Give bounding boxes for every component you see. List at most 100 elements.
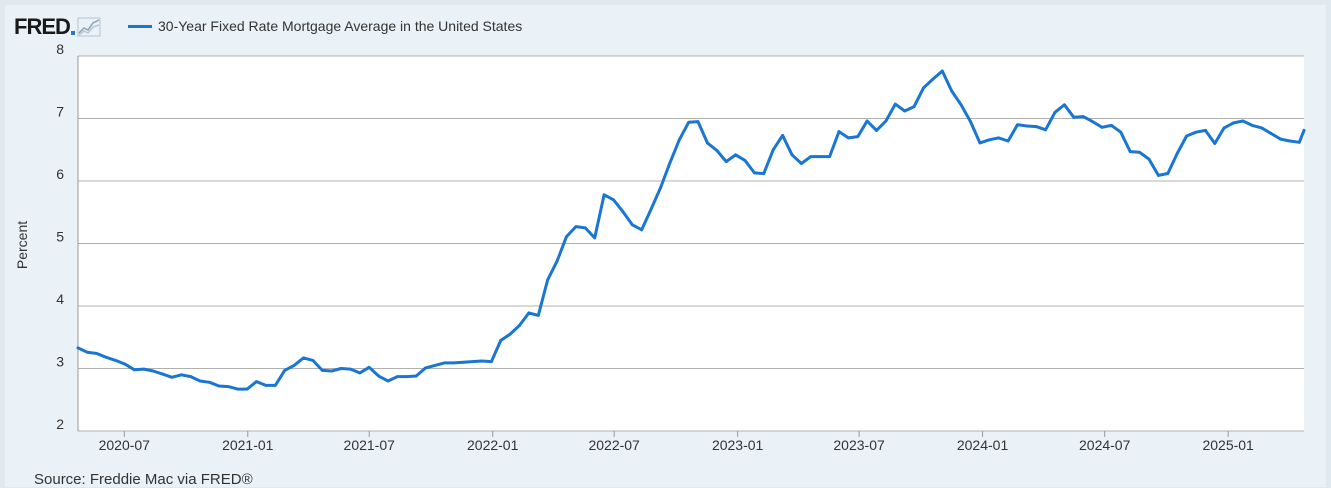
- data-point: [800, 162, 803, 165]
- data-point: [518, 324, 521, 327]
- data-point: [217, 384, 221, 388]
- data-point: [283, 369, 287, 372]
- data-point: [405, 375, 409, 378]
- series-line: [76, 69, 1306, 391]
- data-point: [753, 171, 756, 175]
- data-point: [959, 103, 963, 107]
- data-point: [208, 380, 211, 384]
- data-point: [161, 372, 165, 376]
- data-point: [649, 207, 653, 211]
- data-point: [151, 369, 155, 373]
- data-point: [687, 120, 691, 124]
- data-point: [837, 130, 841, 134]
- data-point: [847, 136, 850, 140]
- data-point: [987, 138, 991, 142]
- y-tick-label: 4: [56, 291, 64, 307]
- data-point: [1222, 126, 1226, 130]
- data-point: [508, 332, 512, 336]
- data-point: [828, 155, 831, 159]
- data-point: [790, 153, 794, 157]
- data-point: [940, 69, 944, 73]
- data-point: [236, 387, 240, 391]
- data-point: [1138, 150, 1141, 154]
- legend-swatch: [128, 24, 152, 28]
- data-point: [931, 77, 935, 81]
- data-point: [1147, 157, 1151, 161]
- data-point: [743, 159, 747, 162]
- fred-logo[interactable]: FRED: [14, 14, 101, 40]
- y-tick-label: 6: [56, 166, 64, 182]
- data-point: [1072, 115, 1076, 119]
- data-point: [621, 210, 625, 214]
- data-point: [179, 373, 183, 377]
- data-point: [612, 198, 615, 202]
- data-point: [1250, 124, 1254, 127]
- data-point: [255, 380, 258, 383]
- data-point: [1232, 121, 1235, 125]
- data-point: [443, 361, 446, 365]
- data-point: [1204, 129, 1207, 132]
- data-point: [912, 105, 916, 108]
- data-point: [1110, 124, 1113, 127]
- data-point: [696, 120, 700, 123]
- data-point: [245, 387, 249, 391]
- x-tick-label: 2020-07: [99, 437, 151, 453]
- data-point: [884, 119, 888, 123]
- data-point: [1302, 129, 1306, 132]
- data-point: [480, 359, 484, 363]
- data-point: [724, 160, 728, 164]
- data-point: [1119, 130, 1123, 134]
- data-point: [433, 364, 437, 367]
- data-point: [950, 89, 954, 93]
- data-point: [273, 384, 277, 387]
- data-point: [978, 141, 982, 145]
- data-point: [424, 366, 427, 370]
- data-point: [1044, 128, 1047, 132]
- data-point: [640, 228, 644, 232]
- data-point: [969, 120, 972, 123]
- y-tick-label: 3: [56, 354, 64, 370]
- data-point: [95, 352, 99, 355]
- data-point: [76, 346, 80, 350]
- data-point: [875, 129, 878, 132]
- x-tick-label: 2022-01: [467, 437, 519, 453]
- legend[interactable]: 30-Year Fixed Rate Mortgage Average in t…: [128, 18, 522, 34]
- x-tick-label: 2023-01: [712, 437, 764, 453]
- data-point: [86, 350, 89, 354]
- x-tick-label: 2024-07: [1079, 437, 1131, 453]
- y-tick-label: 7: [56, 104, 64, 120]
- data-point: [903, 109, 907, 113]
- data-point: [1053, 110, 1057, 114]
- legend-label: 30-Year Fixed Rate Mortgage Average in t…: [158, 18, 523, 34]
- data-point: [377, 374, 380, 378]
- data-point: [499, 339, 503, 342]
- data-point: [771, 148, 775, 152]
- data-point: [1128, 150, 1132, 154]
- y-tick-label: 5: [56, 229, 64, 245]
- source-note: Source: Freddie Mac via FRED®: [34, 471, 253, 488]
- data-point: [997, 136, 1001, 140]
- data-point: [1213, 142, 1217, 145]
- data-point: [893, 102, 897, 106]
- data-point: [668, 161, 672, 165]
- x-tick-label: 2021-01: [222, 437, 274, 453]
- data-point: [1166, 172, 1170, 175]
- data-point: [123, 362, 127, 366]
- data-point: [574, 225, 578, 229]
- data-point: [1288, 139, 1292, 143]
- data-point: [781, 134, 784, 137]
- data-point: [358, 371, 362, 375]
- data-point: [292, 364, 296, 367]
- data-point: [1157, 174, 1160, 177]
- data-point: [367, 365, 371, 369]
- data-point: [922, 86, 925, 90]
- data-point: [715, 149, 719, 152]
- data-point: [1185, 134, 1188, 138]
- data-point: [1016, 123, 1019, 127]
- x-tick-label: 2021-07: [344, 437, 396, 453]
- data-point: [330, 369, 334, 373]
- data-point: [1241, 119, 1245, 123]
- x-tick-label: 2023-07: [833, 437, 885, 453]
- data-point: [706, 141, 709, 145]
